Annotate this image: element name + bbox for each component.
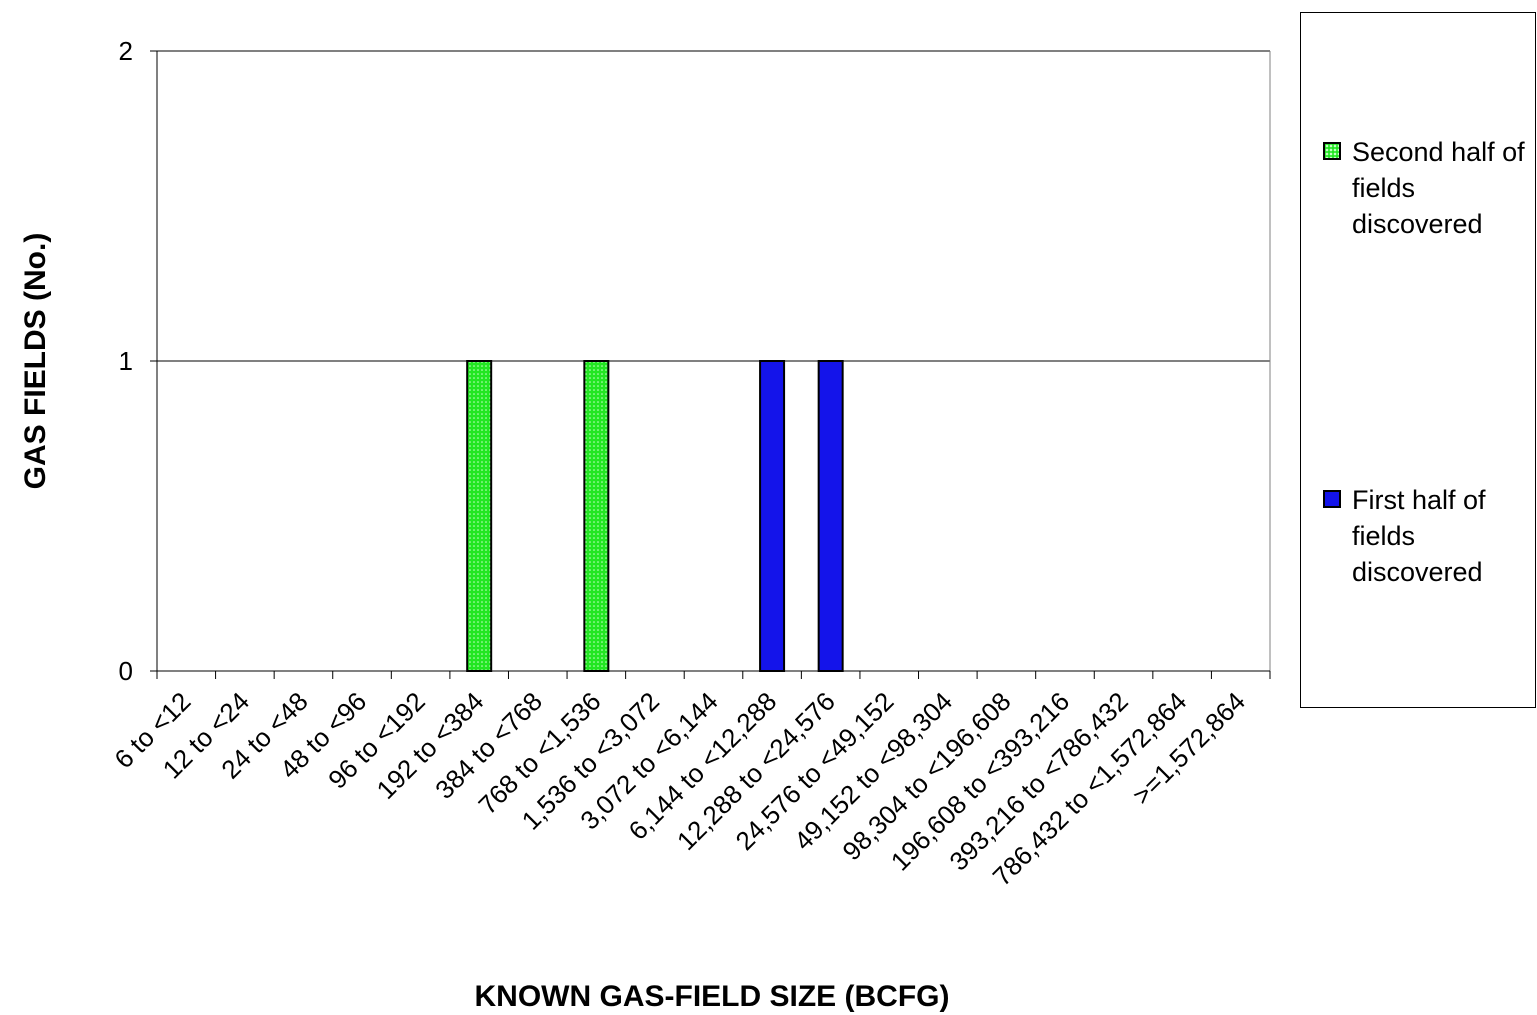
legend: Second half of fields discovered First h… xyxy=(1300,12,1536,708)
legend-swatch-blue xyxy=(1323,490,1341,508)
legend-swatch-green xyxy=(1323,142,1341,160)
y-tick-label: 0 xyxy=(119,656,133,686)
legend-label-first-half: First half of fields discovered xyxy=(1352,485,1486,587)
legend-label-second-half: Second half of fields discovered xyxy=(1352,137,1525,239)
x-axis-title: KNOWN GAS-FIELD SIZE (BCFG) xyxy=(475,980,950,1013)
bar-series1-cat5 xyxy=(466,360,493,672)
bar-series0-cat10 xyxy=(759,360,786,672)
y-tick-label: 1 xyxy=(119,346,133,376)
bar-series1-cat7 xyxy=(583,360,610,672)
y-tick-label: 2 xyxy=(119,36,133,66)
legend-item-first-half: First half of fields discovered xyxy=(1323,482,1528,590)
y-axis-title: GAS FIELDS (No.) xyxy=(19,233,52,490)
bar-series0-cat11 xyxy=(817,360,844,672)
legend-item-second-half: Second half of fields discovered xyxy=(1323,134,1528,242)
